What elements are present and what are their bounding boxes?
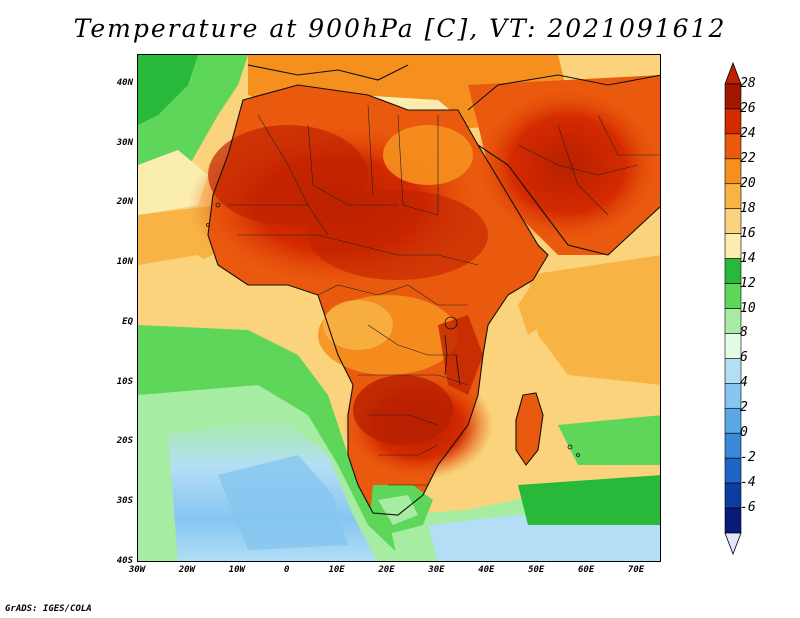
colorbar-bottom-arrow <box>724 532 742 555</box>
colorbar-swatch <box>724 108 742 135</box>
colorbar-label: 4 <box>740 375 748 391</box>
coastlines <box>207 64 660 516</box>
colorbar-swatch <box>724 158 742 185</box>
atlantic-north-green <box>138 55 198 125</box>
colorbar-swatch <box>724 432 742 459</box>
longitude-label: 60E <box>578 565 595 575</box>
southern-ocean-blue <box>428 515 660 561</box>
madagascar <box>516 393 543 465</box>
colorbar-label: 20 <box>740 175 756 191</box>
latitude-label: 40N <box>116 77 133 88</box>
sahel-core <box>308 190 488 280</box>
sahara-west-core <box>208 125 368 225</box>
longitude-label: 20E <box>378 565 395 575</box>
latitude-label: EQ <box>122 316 133 327</box>
colorbar-label: 28 <box>740 76 756 91</box>
cape-cool <box>378 495 418 525</box>
colorbar-swatch <box>724 333 742 359</box>
angola-zambia-core <box>353 375 453 445</box>
colorbar-label: 14 <box>740 250 756 266</box>
latitude-label: 20S <box>116 436 133 447</box>
colorbar-label: 0 <box>740 425 748 441</box>
longitude-label: 10W <box>228 565 245 575</box>
longitude-label: 70E <box>627 565 645 575</box>
colorbar-label: -4 <box>740 475 756 491</box>
gulf-guinea <box>138 255 238 325</box>
colorbar-swatch <box>724 383 742 409</box>
colorbar-swatch <box>724 208 742 234</box>
colorbar-swatch <box>724 407 742 434</box>
colorbar-swatch <box>724 308 742 334</box>
colorbar-swatch <box>724 133 742 160</box>
colorbar-label: 2 <box>740 400 748 416</box>
colorbar-label: -2 <box>740 450 756 466</box>
longitude-label: 40E <box>478 565 495 575</box>
colorbar-swatch <box>724 358 742 384</box>
colorbar-swatch <box>724 233 742 259</box>
arabia-hot-core <box>473 85 660 245</box>
chart-title: Temperature at 900hPa [C], VT: 202109161… <box>73 14 727 43</box>
longitude-label: 10E <box>328 565 345 575</box>
congo-cool <box>323 300 393 350</box>
libya-cooler <box>383 125 473 185</box>
longitude-label: 0 <box>283 565 290 575</box>
latitude-label: 30S <box>116 496 133 507</box>
south-atlantic-cold <box>218 455 348 550</box>
colorbar-label: 18 <box>740 200 756 216</box>
colorbar-swatch <box>724 258 742 284</box>
colorbar-label: -6 <box>740 500 756 516</box>
colorbar-swatch <box>724 457 742 484</box>
latitude-label: 40S <box>116 556 133 566</box>
latitude-label: 10N <box>116 257 133 268</box>
longitude-label: 30W <box>128 565 146 575</box>
colorbar-label: 24 <box>740 125 756 141</box>
colorbar-label: 8 <box>740 325 748 341</box>
colorbar-swatch <box>724 507 742 534</box>
colorbar-swatch <box>724 482 742 509</box>
latitude-label: 10S <box>116 376 133 387</box>
indian-ocean-band <box>518 475 660 525</box>
east-africa-hot <box>438 315 483 395</box>
longitude-label: 20W <box>178 565 196 575</box>
colorbar-label: 26 <box>740 100 756 116</box>
latitude-label: 20N <box>116 197 133 208</box>
credit-text: GrADS: IGES/COLA <box>5 604 92 614</box>
country-borders <box>228 104 660 486</box>
colorbar-label: 12 <box>740 275 756 291</box>
colorbar-label: 16 <box>740 225 756 241</box>
longitude-label: 30E <box>428 565 445 575</box>
colorbar-swatch <box>724 283 742 309</box>
temperature-map <box>137 54 661 562</box>
longitude-label: 50E <box>528 565 545 575</box>
indian-ocean-green <box>558 415 660 465</box>
colorbar-label: 10 <box>740 300 756 316</box>
lakes-islands <box>206 202 580 457</box>
latitude-label: 30N <box>116 137 133 148</box>
horn-region <box>518 270 598 335</box>
colorbar <box>724 62 742 555</box>
colorbar-label: 6 <box>740 350 748 366</box>
colorbar-label: 22 <box>740 150 756 166</box>
colorbar-swatch <box>724 83 742 110</box>
colorbar-top-arrow <box>724 62 742 85</box>
colorbar-swatch <box>724 183 742 210</box>
